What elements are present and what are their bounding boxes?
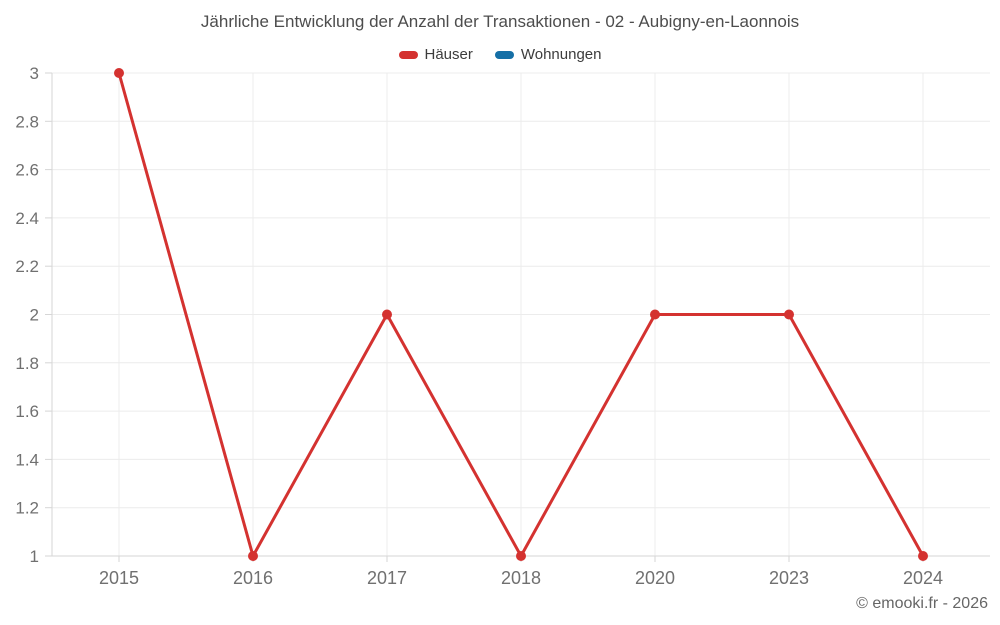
y-tick-label: 2 <box>30 306 39 325</box>
y-tick-label: 3 <box>30 64 39 83</box>
chart-title: Jährliche Entwicklung der Anzahl der Tra… <box>200 12 800 31</box>
data-point-marker[interactable] <box>784 309 794 320</box>
data-point-marker[interactable] <box>248 551 258 561</box>
data-point-marker[interactable] <box>516 551 526 561</box>
y-tick-label: 2.2 <box>15 257 39 276</box>
data-point-marker[interactable] <box>382 309 392 320</box>
y-tick-label: 2.4 <box>15 209 39 228</box>
x-tick-label: 2023 <box>769 568 809 588</box>
y-tick-label: 1.6 <box>15 402 39 421</box>
y-tick-label: 1.2 <box>15 499 39 518</box>
data-point-marker[interactable] <box>114 68 124 78</box>
y-tick-label: 1.4 <box>15 450 39 469</box>
y-tick-label: 2.8 <box>15 112 39 131</box>
legend-item-wohnungen[interactable]: Wohnungen <box>494 46 602 63</box>
data-point-marker[interactable] <box>918 551 928 561</box>
x-tick-label: 2016 <box>233 568 273 588</box>
x-tick-label: 2024 <box>903 568 943 588</box>
legend-label-haeuser: Häuser <box>424 46 473 63</box>
legend-swatch-wohnungen-icon <box>494 50 514 59</box>
y-tick-label: 1 <box>30 547 39 566</box>
y-tick-label: 2.6 <box>15 161 39 180</box>
x-tick-label: 2018 <box>501 568 541 588</box>
legend-label-wohnungen: Wohnungen <box>520 46 602 63</box>
x-tick-label: 2017 <box>367 568 407 588</box>
x-tick-label: 2020 <box>635 568 675 588</box>
data-point-marker[interactable] <box>650 309 660 320</box>
y-tick-label: 1.8 <box>15 354 39 373</box>
chart-legend: Häuser Wohnungen <box>0 46 1000 63</box>
legend-item-haeuser[interactable]: Häuser <box>398 46 473 63</box>
legend-swatch-haeuser-icon <box>398 50 418 59</box>
copyright-text: © emooki.fr - 2026 <box>856 595 988 612</box>
x-tick-label: 2015 <box>99 568 139 588</box>
